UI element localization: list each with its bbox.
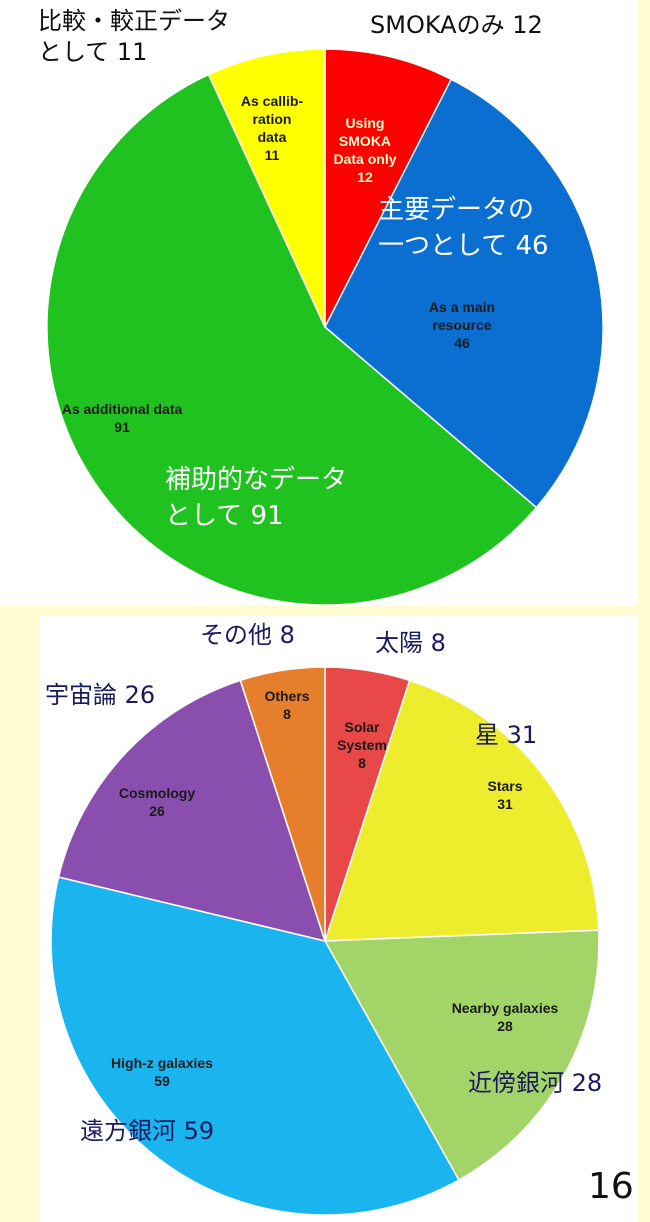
value-label: 8 (283, 706, 291, 722)
annotation: 宇宙論 26 (45, 681, 156, 709)
pie-slice (323, 929, 600, 1182)
value-label: 46 (454, 335, 470, 351)
category-label: Stars (487, 778, 523, 794)
value-label: 11 (264, 147, 280, 163)
category-label: Others (264, 688, 310, 704)
slice-label: As callib- ration data 11 (241, 92, 303, 164)
value-label: 31 (497, 796, 513, 812)
value-label: 91 (114, 419, 130, 435)
value-label: 28 (497, 1018, 513, 1034)
slice-label: As additional data 91 (62, 400, 183, 436)
annotation: 太陽 8 (375, 629, 446, 657)
annotation: その他 8 (200, 621, 295, 649)
annotation: 遠方銀河 59 (80, 1117, 215, 1145)
annotation: 近傍銀河 28 (468, 1069, 603, 1097)
slice-label: Cosmology 26 (119, 784, 195, 820)
annotation: 主要データの 一つとして 46 (378, 195, 549, 261)
pie-slice (324, 48, 453, 328)
page-number: 16 (588, 1166, 634, 1207)
pie-slice (46, 73, 538, 606)
category-label: As callib- ration data (240, 93, 304, 145)
category-label: High-z galaxies (111, 1055, 213, 1071)
annotation: 補助的なデータ として 91 (165, 465, 348, 531)
slice-label: Solar System 8 (337, 718, 387, 772)
pie-slice (324, 78, 604, 509)
pie-slice (50, 876, 460, 1216)
category-label: Nearby galaxies (451, 1000, 559, 1016)
slice-label: As a main resource 46 (429, 298, 495, 352)
annotation: 星 31 (475, 721, 538, 749)
value-label: 12 (357, 169, 373, 185)
pie-slice (323, 679, 600, 942)
value-label: 59 (154, 1073, 170, 1089)
pie-slice (239, 666, 326, 942)
slice-label: Stars 31 (487, 777, 522, 813)
category-label: As a main resource (428, 299, 496, 333)
category-label: As additional data (61, 401, 183, 417)
category-label: Using SMOKA Data only (333, 115, 397, 167)
annotation: SMOKAのみ 12 (370, 11, 543, 39)
slice-label: Others 8 (264, 687, 309, 723)
value-label: 8 (358, 755, 366, 771)
pie-slice (57, 679, 327, 943)
annotation: 比較・較正データ として 11 (38, 7, 230, 66)
value-label: 26 (149, 803, 165, 819)
category-label: Cosmology (118, 785, 196, 801)
slice-label: Using SMOKA Data only 12 (333, 114, 396, 186)
category-label: Solar System (337, 719, 387, 753)
slice-label: Nearby galaxies 28 (452, 999, 559, 1035)
slice-label: High-z galaxies 59 (111, 1054, 213, 1090)
pie-slice (207, 48, 326, 328)
